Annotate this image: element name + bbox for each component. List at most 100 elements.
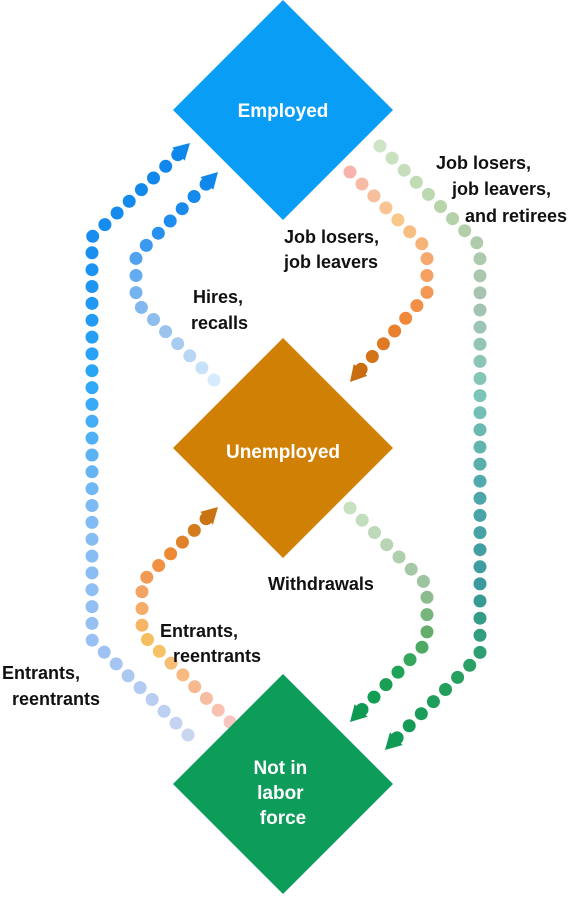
employed-node [173,0,393,220]
flow-dot [397,163,411,177]
flow-dot [365,350,379,363]
flow-dot [85,633,99,647]
flow-dot [121,669,135,683]
flow-dot [176,668,190,682]
flow-withdrawals [343,501,434,722]
entrants-reentrants-employed-label: Entrants, reentrants [2,663,100,709]
flow-dot [85,347,99,361]
flow-dot [85,616,99,630]
flow-dot [134,183,148,197]
flow-dot [85,532,99,546]
flow-dot [463,658,477,672]
flow-dot [415,237,429,251]
flow-dot [159,159,173,173]
flow-dot [159,325,173,339]
flow-dot [98,218,112,232]
flow-dot [85,246,99,260]
flow-dot [135,602,149,615]
flow-dot [97,645,111,659]
flow-dot [147,171,160,185]
flow-dot [451,670,465,684]
flow-dot [85,313,99,327]
flow-dot [410,299,424,313]
flow-dot [187,523,201,537]
flow-dot [421,187,435,201]
flow-dot [473,337,487,351]
flow-dot [85,515,99,529]
flow-dot [85,600,99,614]
flow-dot [473,252,487,266]
flow-dot [140,570,154,584]
job-losers-leavers-retirees-label: Job losers, job leavers, and retirees [436,153,567,226]
flow-dot [473,440,487,454]
hires-recalls-label: Hires, recalls [191,287,248,333]
flow-dot [85,465,99,479]
flow-dot [473,560,487,574]
flow-dot [473,457,487,471]
flow-dot [181,728,195,742]
flow-job-losers-leavers [343,165,434,382]
flow-dot [164,656,178,670]
flow-dot [420,625,434,639]
flow-dot [368,526,381,539]
flow-dot [85,280,99,293]
flow-dot [392,550,406,564]
flow-dot [473,372,487,385]
flow-dot [473,303,487,317]
flow-entrants-reentrants-to-unemployed [135,507,237,729]
flow-dot [147,313,160,326]
flow-dot [399,311,413,325]
flow-dot [85,296,99,310]
flow-arrowhead [350,364,368,382]
flow-dot [380,538,394,552]
flow-dot [473,423,487,437]
flow-dot [376,337,390,351]
flow-dot [85,482,99,496]
flow-arrowhead [200,507,218,525]
flow-dot [415,640,429,654]
flow-dot [85,566,99,580]
flow-dot [141,633,154,646]
flow-dot [473,406,487,420]
flow-dot [135,585,149,599]
flow-dot [385,151,399,165]
flow-dot [473,474,487,488]
flow-dot [129,269,143,282]
flow-dot [133,681,147,695]
flow-dot [473,611,487,625]
flow-dot [379,201,393,215]
flow-dot [171,337,185,351]
flow-dot [145,693,159,706]
flow-dot [85,330,99,344]
flow-dot [420,285,434,299]
flow-dot [183,349,197,363]
flow-dot [403,225,417,239]
flow-dot [122,194,136,208]
flow-entrants-reentrants-to-employed [85,143,195,742]
flow-arrowhead [200,172,218,190]
flow-dot [473,628,487,642]
flow-dot [388,324,402,338]
flow-dot [139,238,153,252]
flow-dot [402,719,416,733]
flow-dot [367,690,381,704]
flow-dot [420,608,434,622]
flow-dot [195,361,209,375]
not-in-labor-force-node [173,674,393,894]
flow-dot [110,206,124,220]
flow-dot [404,562,418,576]
flows-layer [85,139,487,750]
flow-dot [157,704,171,718]
flow-dot [85,583,99,597]
flow-dot [85,414,99,428]
flow-dot [420,590,434,604]
flow-dot [391,665,405,679]
entrants-reentrants-unemployed-label: Entrants, reentrants [160,621,261,666]
flow-dot [473,508,487,522]
flow-dot [416,574,430,588]
not-in-labor-force-node-label: Not in labor force [253,758,312,829]
flow-dot [414,707,428,721]
flow-dot [85,364,99,378]
flow-job-losers-leavers-retirees [373,139,487,750]
